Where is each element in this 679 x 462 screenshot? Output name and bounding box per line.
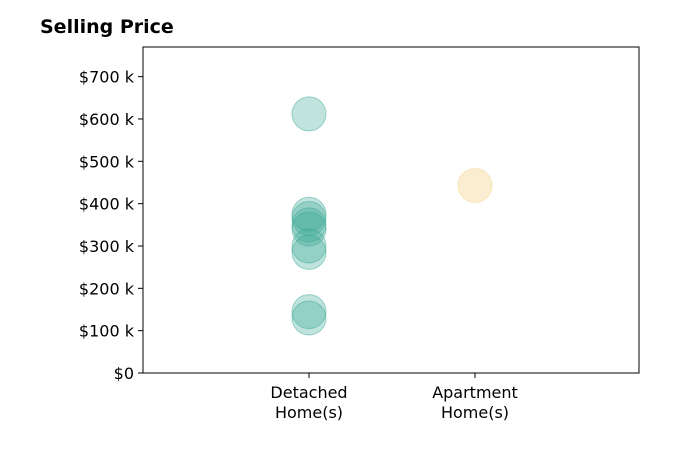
data-point <box>291 300 327 336</box>
data-point <box>291 207 327 243</box>
x-tick-label-line1: Detached <box>270 383 347 402</box>
y-axis: $0 $100 k $200 k $300 k $400 k $500 k $600 k $7… <box>79 68 143 383</box>
data-point <box>291 196 327 232</box>
data-point <box>291 294 327 330</box>
data-point <box>291 234 327 270</box>
plot-frame <box>142 46 640 374</box>
x-tick-label-line2: Home(s) <box>275 403 343 422</box>
chart-title: Selling Price <box>40 16 174 38</box>
y-tick-label: $300 k <box>79 237 135 256</box>
data-point <box>291 211 327 247</box>
y-tick-label: $200 k <box>79 279 135 298</box>
y-tick-label: $0 <box>114 364 134 383</box>
y-tick-label: $600 k <box>79 110 135 129</box>
data-point <box>291 228 327 264</box>
data-points <box>291 96 493 336</box>
y-tick-label: $500 k <box>79 152 135 171</box>
data-point <box>291 96 327 132</box>
x-tick-label-line2: Home(s) <box>441 403 509 422</box>
y-tick-label: $100 k <box>79 322 135 341</box>
y-tick-label: $400 k <box>79 195 135 214</box>
x-tick-label-line1: Apartment <box>432 383 518 402</box>
y-tick-label: $700 k <box>79 68 135 87</box>
data-point <box>291 200 327 236</box>
data-point <box>457 167 493 203</box>
